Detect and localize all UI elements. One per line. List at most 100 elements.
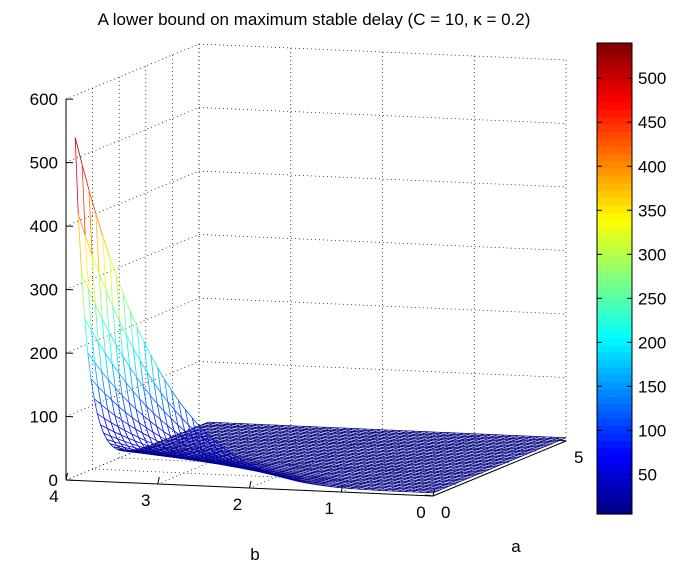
colorbar-swatch <box>597 190 632 198</box>
mesh-line <box>343 485 350 486</box>
colorbar-swatch <box>597 183 632 191</box>
mesh-line <box>136 451 139 452</box>
colorbar-swatch <box>597 271 632 279</box>
colorbar-swatch <box>597 43 632 51</box>
z-tick-label: 400 <box>30 217 58 236</box>
colorbar-swatch <box>597 418 632 426</box>
mesh-line <box>248 468 251 469</box>
colorbar-swatch <box>597 359 632 367</box>
grid-line <box>199 108 566 124</box>
mesh-line <box>328 476 335 477</box>
mesh-line <box>274 475 277 476</box>
colorbar-swatch <box>597 146 632 154</box>
z-tick-label: 100 <box>30 408 58 427</box>
z-tick-label: 600 <box>30 90 58 109</box>
b-tick-label: 4 <box>49 487 58 506</box>
colorbar-swatch <box>597 411 632 419</box>
colorbar-swatch <box>597 308 632 316</box>
b-tick-label: 3 <box>141 491 150 510</box>
colorbar-swatch <box>597 131 632 139</box>
grid-line <box>66 108 199 163</box>
mesh-line <box>199 460 202 461</box>
colorbar-swatch <box>597 153 632 161</box>
colorbar-tick-label: 150 <box>638 377 666 396</box>
mesh-line <box>255 468 258 469</box>
x-axis-label: b <box>250 545 259 564</box>
colorbar-swatch <box>597 499 632 507</box>
mesh-line <box>350 486 357 487</box>
mesh-line <box>312 483 315 484</box>
colorbar-swatch <box>597 382 632 390</box>
colorbar-swatch <box>597 109 632 117</box>
mesh-line <box>331 478 338 479</box>
colorbar-swatch <box>597 102 632 110</box>
mesh-line <box>305 479 308 480</box>
colorbar-swatch <box>597 492 632 500</box>
mesh-line <box>227 464 230 465</box>
colorbar-swatch <box>597 256 632 264</box>
mesh-line <box>153 453 156 454</box>
mesh-line <box>269 472 272 473</box>
mesh-line <box>332 480 339 481</box>
mesh-line <box>284 475 287 476</box>
colorbar-swatch <box>597 448 632 456</box>
mesh-line <box>316 484 319 485</box>
colorbar-swatch <box>597 72 632 80</box>
mesh-line <box>306 472 313 473</box>
colorbar-tick-label: 500 <box>638 69 666 88</box>
colorbar-swatch <box>597 212 632 220</box>
mesh-line <box>319 483 322 484</box>
mesh-line <box>317 474 324 475</box>
b-tick-label: 1 <box>325 499 334 518</box>
mesh-line <box>216 462 219 463</box>
colorbar-swatch <box>597 175 632 183</box>
colorbar-swatch <box>597 352 632 360</box>
a-tick-label: 5 <box>574 448 583 467</box>
b-tick <box>158 477 160 484</box>
mesh-line <box>330 487 337 488</box>
mesh-line <box>296 470 303 471</box>
mesh-line <box>280 474 283 475</box>
colorbar-swatch <box>597 367 632 375</box>
colorbar-swatch <box>597 396 632 404</box>
mesh-line <box>340 486 347 487</box>
z-tick-label: 500 <box>30 154 58 173</box>
mesh-line <box>206 460 209 461</box>
mesh-line <box>326 484 329 485</box>
mesh-line <box>333 486 340 487</box>
colorbar-swatch <box>597 345 632 353</box>
colorbar-swatch <box>597 404 632 412</box>
colorbar-tick-label: 450 <box>638 113 666 132</box>
mesh-line <box>325 480 332 481</box>
mesh-line <box>330 486 333 487</box>
mesh-line <box>143 452 146 453</box>
colorbar-swatch <box>597 426 632 434</box>
colorbar-swatch <box>597 50 632 58</box>
mesh-line <box>347 487 354 488</box>
mesh-line <box>350 489 357 490</box>
colorbar-tick-label: 400 <box>638 157 666 176</box>
mesh-line <box>302 480 305 481</box>
mesh-line <box>336 482 343 483</box>
mesh-line <box>314 475 321 476</box>
colorbar-swatch <box>597 124 632 132</box>
z-tick-label: 200 <box>30 344 58 363</box>
colorbar-swatch <box>597 227 632 235</box>
colorbar-swatch <box>597 462 632 470</box>
colorbar-swatch <box>597 323 632 331</box>
z-tick-label: 300 <box>30 281 58 300</box>
mesh-line <box>298 479 301 480</box>
colorbar-swatch <box>597 330 632 338</box>
colorbar-swatch <box>597 220 632 228</box>
surface-mesh <box>75 138 566 493</box>
grid-line <box>66 44 199 99</box>
colorbar-swatch <box>597 58 632 66</box>
colorbar-swatch <box>597 242 632 250</box>
grid-line <box>66 298 199 353</box>
mesh-line <box>353 485 360 486</box>
mesh-line <box>357 489 364 490</box>
mesh-line <box>309 481 312 482</box>
colorbar-tick-label: 200 <box>638 333 666 352</box>
